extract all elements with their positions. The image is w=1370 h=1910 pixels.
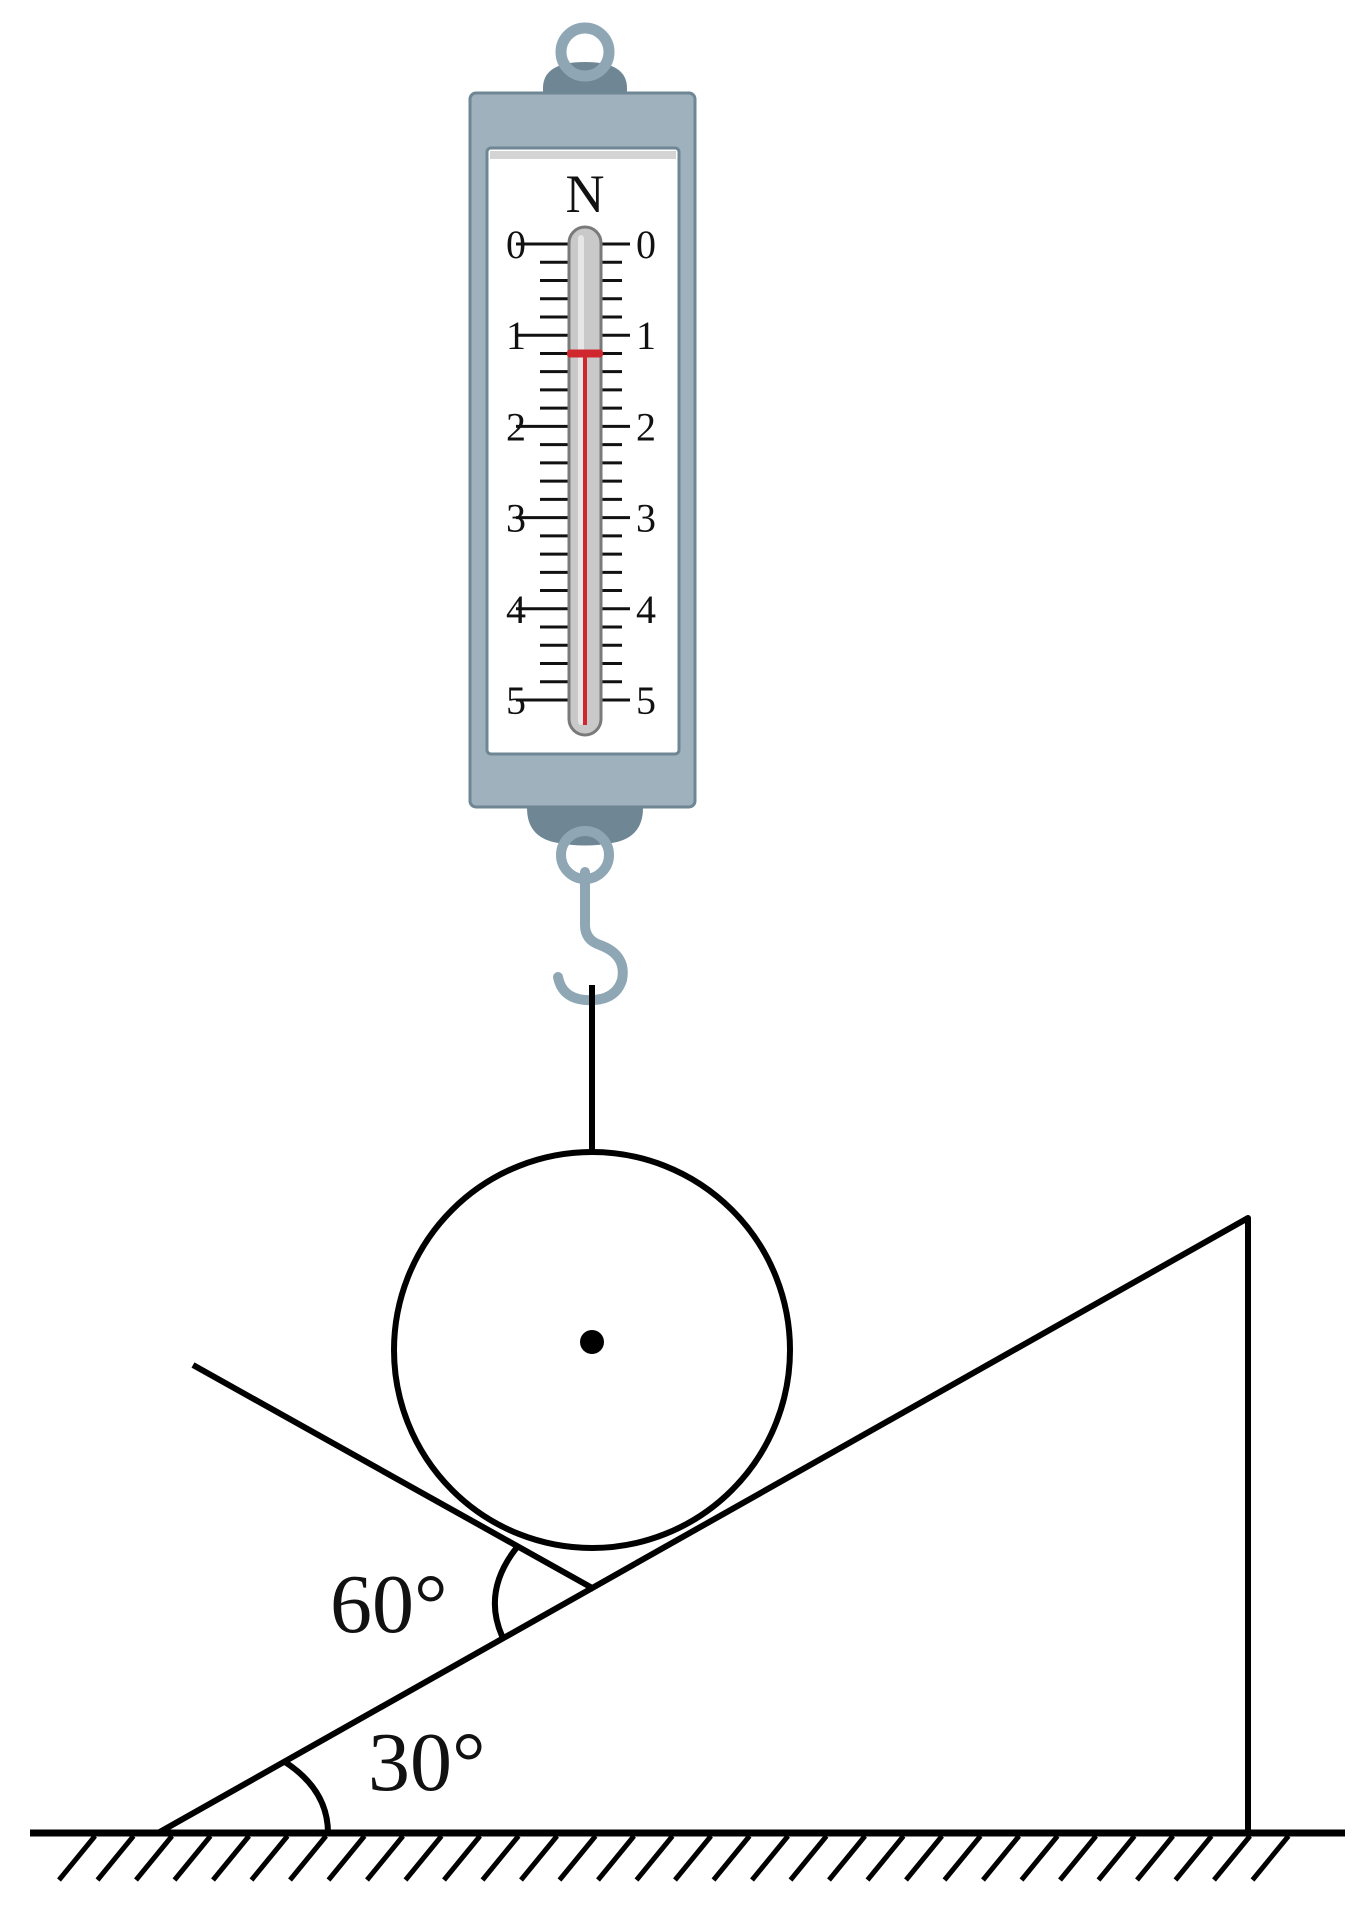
ground-hatch [942, 1834, 983, 1882]
scale-label-left: 5 [506, 678, 526, 723]
indicator-line [583, 353, 587, 725]
ball-center [580, 1330, 604, 1354]
ground-hatch [1019, 1834, 1060, 1882]
ground-hatch [134, 1834, 174, 1882]
ground-hatch [1058, 1834, 1098, 1882]
ground-hatch [288, 1834, 328, 1882]
ground-hatch [596, 1834, 636, 1882]
unit-label: N [566, 164, 605, 224]
ground-hatching [57, 1834, 1291, 1882]
angle-label-30: 30° [368, 1716, 486, 1809]
indicator-pointer [567, 349, 603, 358]
ground-hatch [442, 1834, 482, 1882]
ground-hatch [673, 1834, 713, 1882]
wedge [156, 1215, 1251, 1836]
ground-hatch [827, 1834, 867, 1882]
board [191, 1362, 596, 1592]
scale-label-left: 3 [506, 496, 526, 541]
ground-hatch [1212, 1834, 1252, 1882]
ground-hatch [1096, 1834, 1137, 1882]
ground-hatch [480, 1834, 521, 1882]
angle-arc-60 [491, 1544, 521, 1638]
right-scale-labels: 0 1 2 3 4 5 [636, 222, 656, 723]
scale-label-right: 1 [636, 313, 656, 358]
scale-label-left: 2 [506, 404, 526, 449]
scale-label-left: 0 [506, 222, 526, 267]
ground-hatch [519, 1834, 559, 1882]
scale-label-left: 1 [506, 313, 526, 358]
angle-arc-30 [283, 1759, 331, 1834]
ground-hatch [904, 1834, 944, 1882]
ground-hatch [326, 1834, 367, 1882]
ground-hatch [711, 1834, 752, 1882]
scale-label-right: 0 [636, 222, 656, 267]
ground-hatch [788, 1834, 829, 1882]
ground-hatch [57, 1834, 97, 1882]
left-scale-labels: 0 1 2 3 4 5 [506, 222, 526, 723]
ground-hatch [557, 1834, 598, 1882]
top-ring [555, 22, 615, 82]
ground-hatch [1173, 1834, 1214, 1882]
angle-label-60: 60° [330, 1558, 448, 1651]
hook [553, 867, 628, 1006]
ground-hatch [634, 1834, 675, 1882]
ground-hatch [249, 1834, 290, 1882]
ground-hatch [1250, 1834, 1291, 1882]
ground-hatch [981, 1834, 1021, 1882]
scale-label-left: 4 [506, 587, 526, 632]
ground-hatch [365, 1834, 405, 1882]
ground-hatch [403, 1834, 444, 1882]
scale-label-right: 3 [636, 496, 656, 541]
scale-label-right: 4 [636, 587, 656, 632]
ground-hatch [95, 1834, 136, 1882]
ground-hatch [865, 1834, 906, 1882]
ground-hatch [750, 1834, 790, 1882]
ground-hatch [211, 1834, 251, 1882]
scale-ticks [516, 242, 630, 702]
scale-label-right: 2 [636, 404, 656, 449]
ground-hatch [172, 1834, 213, 1882]
spring-scale: N 0 1 2 3 4 5 0 1 2 3 4 5 [468, 22, 697, 1006]
ground-hatch [1135, 1834, 1175, 1882]
scale-label-right: 5 [636, 678, 656, 723]
